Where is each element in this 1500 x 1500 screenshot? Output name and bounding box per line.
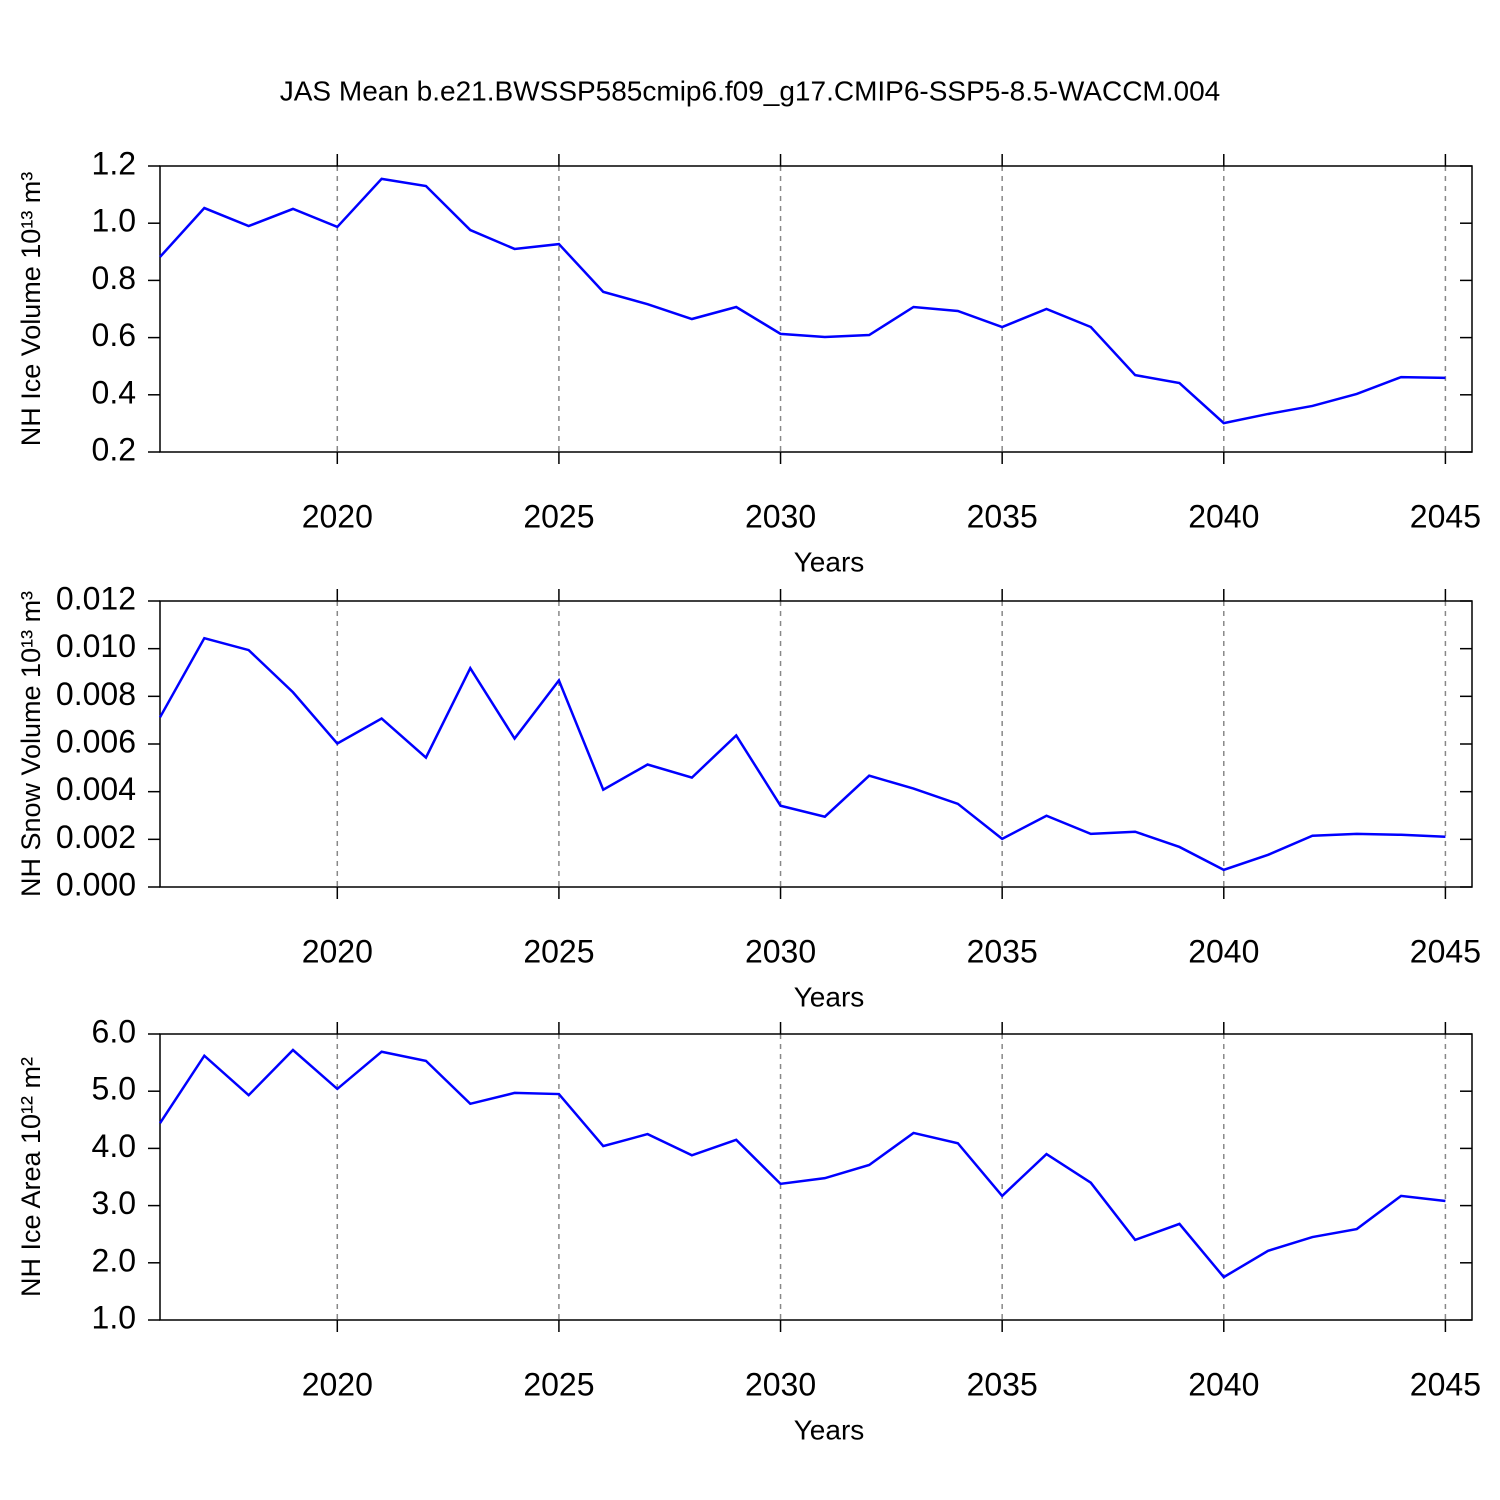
y-tick-label: 0.008 <box>56 676 136 712</box>
x-tick-label: 2020 <box>302 498 373 534</box>
y-tick-label: 0.6 <box>92 317 136 353</box>
x-tick-label: 2025 <box>523 1366 594 1402</box>
x-tick-label: 2040 <box>1188 1366 1259 1402</box>
y-axis-label: NH Snow Volume 10¹³ m³ <box>16 591 46 897</box>
x-axis-label: Years <box>794 546 865 577</box>
data-line <box>159 177 1446 425</box>
y-tick-label: 0.006 <box>56 723 136 759</box>
x-axis-label: Years <box>794 1414 865 1445</box>
y-tick-label: 0.8 <box>92 260 136 296</box>
y-tick-label: 0.002 <box>56 819 136 855</box>
x-tick-label: 2045 <box>1410 498 1481 534</box>
panel: 2020 2025 2030 2035 2040 2045 0.2 0.4 0.6 0.8 1.0 1… <box>16 145 1481 577</box>
y-tick-label: 0.2 <box>92 431 136 467</box>
y-tick-label: 0.4 <box>92 374 136 410</box>
y-tick-label: 3.0 <box>92 1185 136 1221</box>
x-tick-label: 2025 <box>523 498 594 534</box>
y-tick-label: 6.0 <box>92 1013 136 1049</box>
x-axis-label: Years <box>794 981 865 1012</box>
x-tick-label: 2030 <box>745 1366 816 1402</box>
y-tick-label: 0.000 <box>56 866 136 902</box>
x-tick-label: 2040 <box>1188 498 1259 534</box>
y-axis-label: NH Ice Volume 10¹³ m³ <box>16 172 46 447</box>
y-axis-label: NH Ice Area 10¹² m² <box>16 1057 46 1297</box>
x-tick-label: 2030 <box>745 498 816 534</box>
y-tick-label: 5.0 <box>92 1071 136 1107</box>
plot-frame <box>159 1033 1473 1321</box>
x-tick-label: 2035 <box>967 498 1038 534</box>
x-tick-label: 2020 <box>302 933 373 969</box>
x-tick-label: 2025 <box>523 933 594 969</box>
y-tick-label: 1.2 <box>92 145 136 181</box>
data-line <box>158 1048 1446 1279</box>
x-tick-label: 2045 <box>1410 1366 1481 1402</box>
panel: 2020 2025 2030 2035 2040 2045 0.000 0.002 0.004 0… <box>16 580 1481 1012</box>
data-line <box>158 636 1446 872</box>
x-tick-label: 2035 <box>967 933 1038 969</box>
y-tick-label: 2.0 <box>92 1242 136 1278</box>
y-tick-label: 0.012 <box>56 580 136 616</box>
y-tick-label: 0.010 <box>56 628 136 664</box>
x-tick-label: 2030 <box>745 933 816 969</box>
x-tick-label: 2035 <box>967 1366 1038 1402</box>
panel: 2020 2025 2030 2035 2040 2045 1.0 2.0 3.0 4.0 5.0 6… <box>16 1013 1481 1445</box>
chart-title: JAS Mean b.e21.BWSSP585cmip6.f09_g17.CMI… <box>280 75 1221 106</box>
plot-frame <box>159 600 1473 888</box>
y-tick-label: 1.0 <box>92 203 136 239</box>
y-tick-label: 1.0 <box>92 1299 136 1335</box>
plot-frame <box>159 165 1473 453</box>
x-tick-label: 2040 <box>1188 933 1259 969</box>
x-tick-label: 2045 <box>1410 933 1481 969</box>
x-tick-label: 2020 <box>302 1366 373 1402</box>
y-tick-label: 0.004 <box>56 771 136 807</box>
y-tick-label: 4.0 <box>92 1128 136 1164</box>
